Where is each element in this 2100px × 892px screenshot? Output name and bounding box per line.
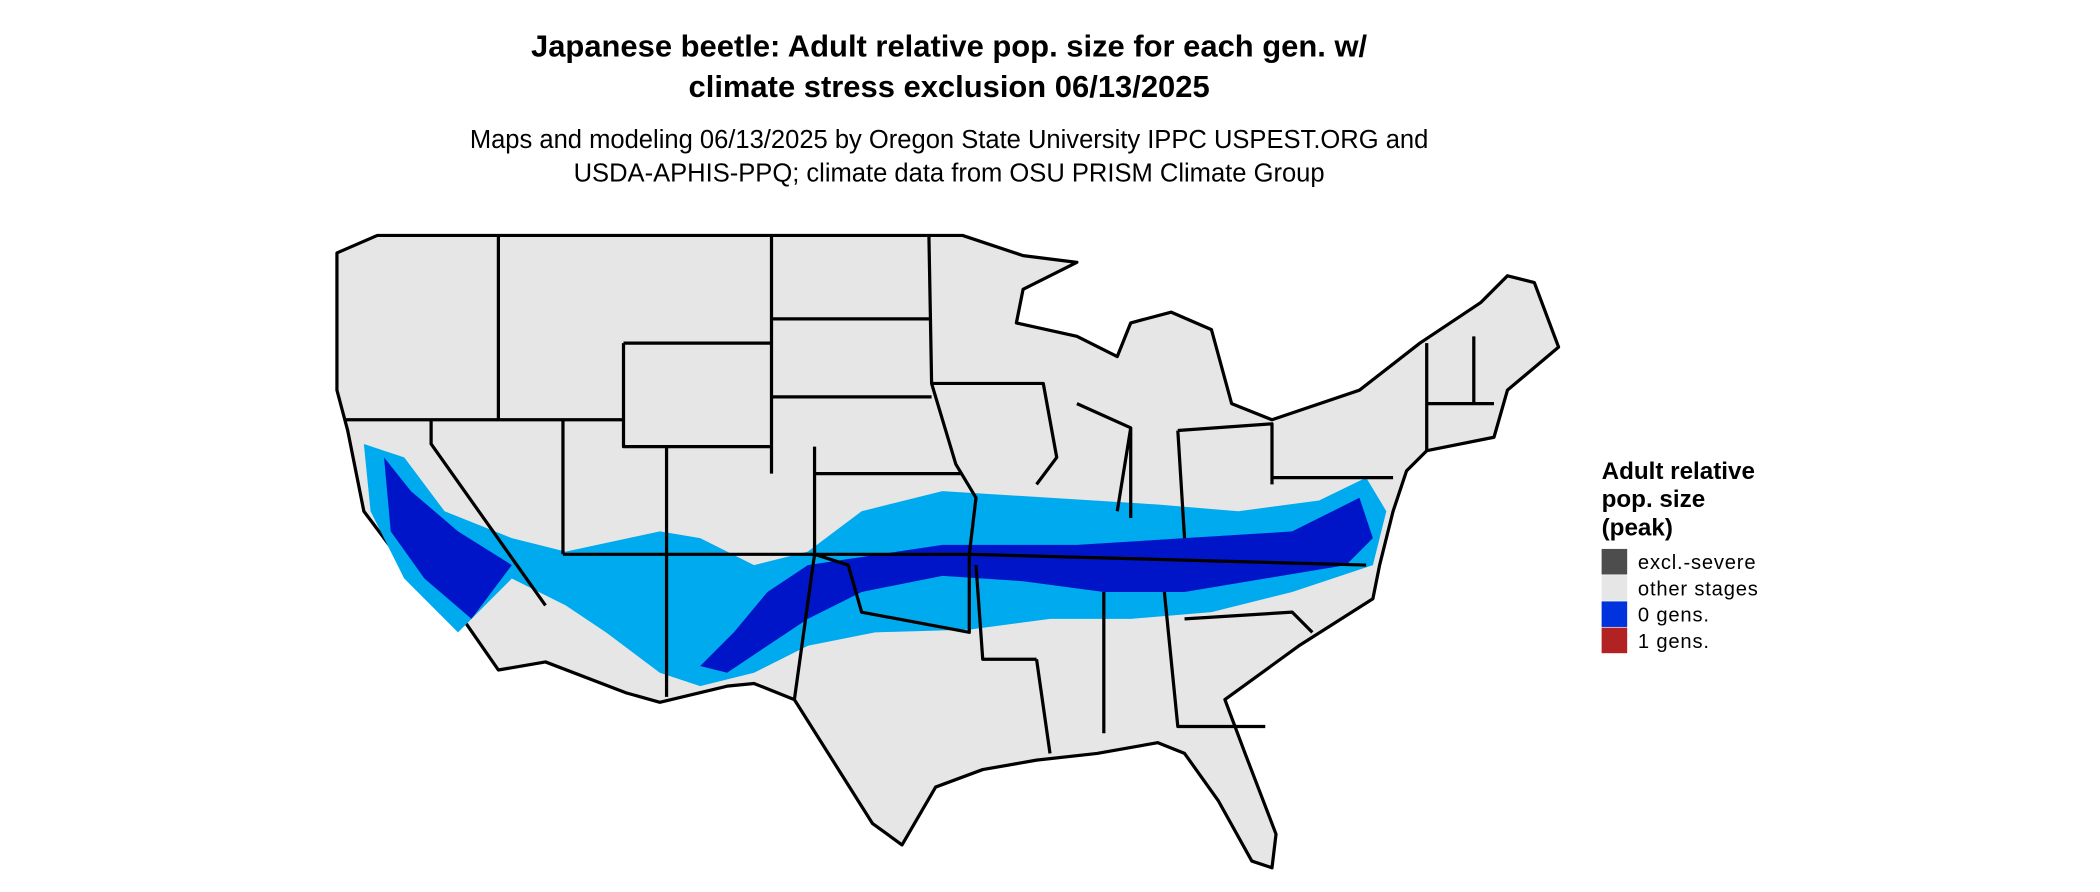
us-map bbox=[335, 233, 1561, 870]
state-borders bbox=[343, 235, 1494, 754]
legend-swatch bbox=[1601, 575, 1628, 601]
legend-swatch bbox=[1601, 627, 1628, 654]
subtitle-line: USDA-APHIS-PPQ; climate data from OSU PR… bbox=[574, 160, 1325, 188]
legend-swatch bbox=[1601, 548, 1628, 575]
legend-label: 0 gens. bbox=[1638, 605, 1710, 627]
legend-label: excl.-severe bbox=[1638, 552, 1756, 574]
legend-title: (peak) bbox=[1602, 514, 1673, 541]
title-line: climate stress exclusion 06/13/2025 bbox=[689, 69, 1210, 104]
subtitle-line: Maps and modeling 06/13/2025 by Oregon S… bbox=[470, 126, 1429, 154]
legend-title: pop. size bbox=[1602, 486, 1706, 513]
legend-label: other stages bbox=[1638, 578, 1759, 600]
legend-title: Adult relative bbox=[1602, 458, 1755, 485]
title-line: Japanese beetle: Adult relative pop. siz… bbox=[531, 29, 1368, 64]
legend-label: 1 gens. bbox=[1638, 631, 1710, 653]
titles: Japanese beetle: Adult relative pop. siz… bbox=[470, 29, 1429, 188]
legend-swatch bbox=[1601, 601, 1628, 627]
legend: Adult relative pop. size (peak) excl.-se… bbox=[1601, 458, 1759, 654]
